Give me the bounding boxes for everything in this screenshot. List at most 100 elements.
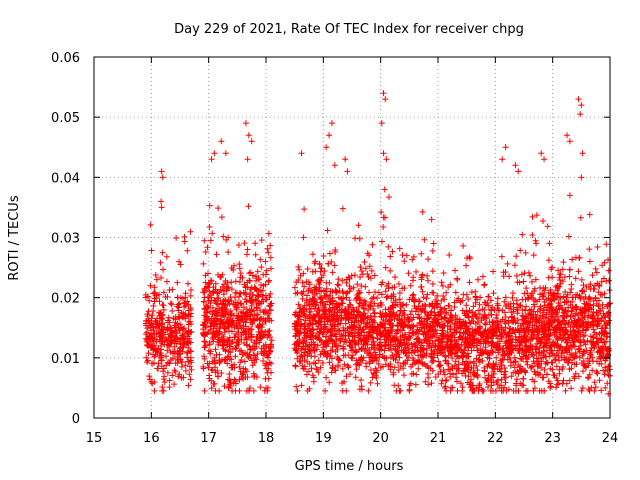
data-point bbox=[157, 330, 164, 337]
data-point bbox=[404, 314, 411, 321]
data-point bbox=[335, 282, 342, 289]
data-point bbox=[578, 102, 585, 109]
data-point bbox=[413, 268, 420, 275]
data-point bbox=[319, 359, 326, 366]
data-point bbox=[434, 303, 441, 310]
data-point bbox=[208, 366, 215, 373]
data-point bbox=[303, 299, 310, 306]
data-point bbox=[204, 244, 211, 251]
data-point bbox=[201, 319, 208, 326]
data-point bbox=[342, 156, 349, 163]
data-point bbox=[352, 374, 359, 381]
data-points bbox=[142, 90, 613, 397]
data-point bbox=[403, 353, 410, 360]
data-point bbox=[418, 283, 425, 290]
data-point bbox=[521, 290, 528, 297]
data-point bbox=[149, 380, 156, 387]
data-point bbox=[513, 272, 520, 279]
data-point bbox=[262, 307, 269, 314]
data-point bbox=[258, 345, 265, 352]
data-point bbox=[295, 339, 302, 346]
data-point bbox=[405, 315, 412, 322]
data-point bbox=[253, 304, 260, 311]
data-point bbox=[566, 266, 573, 273]
data-point bbox=[334, 281, 341, 288]
data-point bbox=[429, 367, 436, 374]
data-point bbox=[143, 354, 150, 361]
data-point bbox=[239, 274, 246, 281]
data-point bbox=[409, 361, 416, 368]
data-point bbox=[413, 305, 420, 312]
data-point bbox=[244, 374, 251, 381]
data-point bbox=[339, 365, 346, 372]
data-point bbox=[430, 323, 437, 330]
data-point bbox=[149, 321, 156, 328]
data-point bbox=[344, 168, 351, 175]
data-point bbox=[205, 304, 212, 311]
data-point bbox=[438, 279, 445, 286]
data-point bbox=[203, 284, 210, 291]
data-point bbox=[350, 284, 357, 291]
data-point bbox=[255, 293, 262, 300]
data-point bbox=[405, 346, 412, 353]
data-point bbox=[513, 376, 520, 383]
data-point bbox=[341, 306, 348, 313]
data-point bbox=[370, 357, 377, 364]
data-point bbox=[347, 341, 354, 348]
data-point bbox=[419, 208, 426, 215]
data-point bbox=[520, 278, 527, 285]
data-point bbox=[355, 340, 362, 347]
data-point bbox=[560, 313, 567, 320]
data-point bbox=[339, 332, 346, 339]
data-point bbox=[463, 262, 470, 269]
data-point bbox=[368, 333, 375, 340]
data-point bbox=[372, 365, 379, 372]
x-tick-label: 21 bbox=[430, 431, 447, 446]
data-point bbox=[300, 288, 307, 295]
data-point bbox=[240, 304, 247, 311]
data-point bbox=[360, 336, 367, 343]
data-point bbox=[159, 249, 166, 256]
data-point bbox=[243, 341, 250, 348]
data-point bbox=[378, 209, 385, 216]
data-point bbox=[460, 291, 467, 298]
data-point bbox=[201, 306, 208, 313]
data-point bbox=[176, 258, 183, 265]
data-point bbox=[241, 240, 248, 247]
data-point bbox=[429, 247, 436, 254]
data-point bbox=[382, 336, 389, 343]
data-point bbox=[146, 297, 153, 304]
data-point bbox=[371, 313, 378, 320]
data-point bbox=[388, 295, 395, 302]
data-point bbox=[566, 138, 573, 145]
data-point bbox=[525, 269, 532, 276]
data-point bbox=[380, 150, 387, 157]
data-point bbox=[506, 273, 513, 280]
data-point bbox=[166, 377, 173, 384]
data-point bbox=[218, 214, 225, 221]
data-point bbox=[253, 297, 260, 304]
y-tick-label: 0.05 bbox=[51, 111, 80, 126]
data-point bbox=[390, 291, 397, 298]
data-point bbox=[351, 333, 358, 340]
data-point bbox=[416, 298, 423, 305]
data-point bbox=[200, 298, 207, 305]
data-point bbox=[517, 247, 524, 254]
data-point bbox=[251, 312, 258, 319]
data-point bbox=[311, 296, 318, 303]
data-point bbox=[225, 249, 232, 256]
data-point bbox=[181, 341, 188, 348]
data-point bbox=[399, 285, 406, 292]
data-point bbox=[502, 294, 509, 301]
data-point bbox=[399, 332, 406, 339]
data-point bbox=[236, 261, 243, 268]
data-point bbox=[158, 168, 165, 175]
data-point bbox=[395, 280, 402, 287]
data-point bbox=[430, 357, 437, 364]
data-point bbox=[343, 387, 350, 394]
data-point bbox=[325, 307, 332, 314]
data-point bbox=[321, 350, 328, 357]
data-point bbox=[151, 284, 158, 291]
data-point bbox=[169, 286, 176, 293]
data-point bbox=[158, 363, 165, 370]
